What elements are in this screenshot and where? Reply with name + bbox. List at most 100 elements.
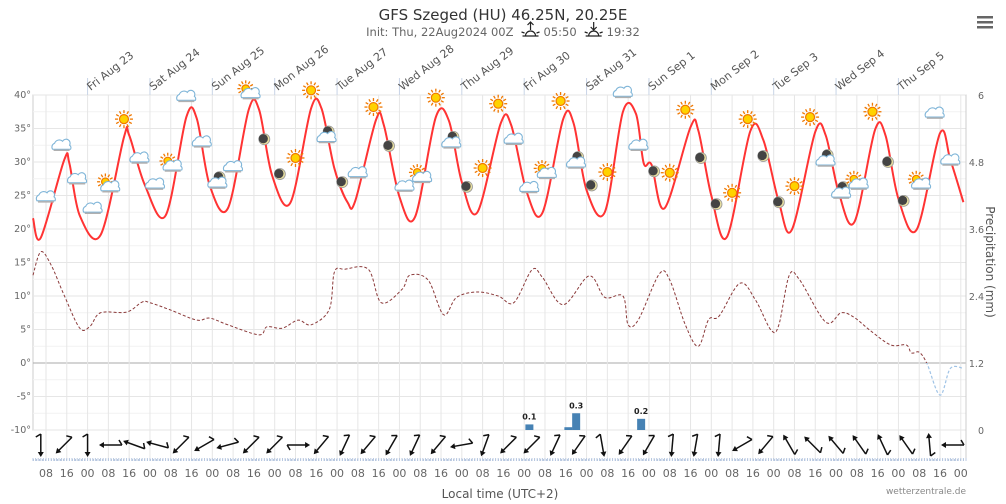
day-label: Sat Aug 31 bbox=[583, 46, 639, 94]
cloud-shape bbox=[66, 172, 88, 184]
wind-barb-icon bbox=[385, 434, 398, 456]
sun-ray bbox=[249, 83, 254, 87]
sun-ray bbox=[169, 153, 173, 157]
barb-shaft bbox=[878, 436, 889, 456]
sun-ray bbox=[796, 190, 800, 195]
sun-ray bbox=[609, 176, 613, 181]
sun-ray bbox=[677, 104, 681, 108]
barb-arrowhead bbox=[877, 434, 883, 440]
wind-barb-icon bbox=[216, 437, 240, 450]
x-axis-title: Local time (UTC+2) bbox=[442, 487, 559, 500]
cloud-shape bbox=[207, 176, 228, 188]
sun-ray bbox=[739, 121, 743, 125]
wind-barb-icon bbox=[549, 434, 561, 456]
sun-icon bbox=[723, 183, 742, 202]
sun-ray bbox=[493, 108, 496, 112]
barb-shaft bbox=[759, 436, 774, 453]
barb-feather bbox=[369, 434, 376, 438]
x-tick-label: 08 bbox=[39, 467, 53, 480]
barb-arrowhead bbox=[783, 434, 789, 441]
x-tick-label: 00 bbox=[580, 467, 594, 480]
x-tick-label: 08 bbox=[850, 467, 864, 480]
sun-ray bbox=[908, 174, 912, 178]
y-right-tick-label: 2.4 bbox=[969, 292, 984, 303]
sun-ray bbox=[552, 95, 556, 99]
sun-ray bbox=[378, 101, 382, 105]
cloud-icon bbox=[394, 179, 415, 192]
barb-shaft bbox=[244, 436, 260, 452]
cloud-icon bbox=[82, 201, 103, 214]
barb-shaft bbox=[481, 434, 490, 454]
sun-ray bbox=[240, 81, 244, 85]
barb-arrowhead bbox=[385, 449, 391, 456]
barb-feather bbox=[208, 436, 215, 441]
sun-ray bbox=[555, 105, 559, 110]
cloud-icon bbox=[924, 106, 945, 119]
sun-ray bbox=[500, 108, 504, 112]
wind-barb-icon bbox=[500, 435, 517, 454]
sun-ray bbox=[727, 184, 730, 188]
cloud-icon bbox=[35, 190, 56, 203]
y-tick-label: 40° bbox=[14, 90, 31, 101]
barb-arrowhead bbox=[55, 447, 62, 454]
barb-feather bbox=[714, 433, 721, 438]
wind-barb-icon bbox=[667, 433, 675, 457]
sun-ray bbox=[661, 167, 665, 171]
cloud-shape bbox=[815, 154, 836, 166]
sun-ray bbox=[378, 109, 382, 113]
sun-ray bbox=[297, 162, 301, 167]
init-time: Init: Thu, 22Aug2024 00Z bbox=[366, 25, 513, 39]
sun-disc bbox=[804, 112, 816, 123]
cloud-shape bbox=[35, 190, 56, 202]
sun-ray bbox=[290, 149, 294, 154]
credit-link[interactable]: wetterzentrale.de bbox=[886, 487, 967, 497]
wind-barb-icon bbox=[642, 434, 656, 456]
cloud-shape bbox=[911, 177, 932, 189]
wind-barb-icon bbox=[618, 434, 633, 455]
wind-barb-icon bbox=[430, 434, 447, 455]
sun-cloud-icon bbox=[159, 152, 183, 172]
sun-ray bbox=[846, 174, 850, 178]
sun-ray bbox=[739, 114, 743, 117]
barb-feather bbox=[413, 434, 420, 437]
precip-label: 0.1 bbox=[522, 412, 537, 421]
sun-ray bbox=[544, 160, 547, 165]
barb-arrowhead bbox=[758, 448, 764, 455]
wind-barb-icon bbox=[571, 434, 586, 455]
x-tick-label: 00 bbox=[392, 467, 406, 480]
sun-icon bbox=[785, 177, 804, 196]
wind-barb-icon bbox=[242, 435, 260, 454]
y-right-tick-label: 1.2 bbox=[969, 359, 984, 370]
barb-shaft bbox=[432, 436, 447, 453]
sun-ray bbox=[412, 164, 416, 169]
day-label: Thu Sep 5 bbox=[894, 49, 946, 94]
sun-disc bbox=[477, 162, 488, 174]
cloud-shape bbox=[51, 138, 72, 150]
barb-shaft bbox=[928, 435, 932, 457]
y-right-tick-label: 3.6 bbox=[969, 225, 984, 236]
sun-ray bbox=[503, 106, 507, 109]
barb-arrowhead bbox=[804, 436, 810, 443]
barb-shaft bbox=[572, 435, 586, 453]
x-tick-label: 00 bbox=[330, 467, 344, 480]
day-label: Sun Sep 1 bbox=[646, 49, 698, 94]
moon-icon bbox=[585, 179, 598, 192]
cloud-icon bbox=[519, 180, 540, 194]
barb-feather bbox=[66, 435, 73, 438]
wind-barb-icon bbox=[877, 434, 892, 456]
wind-barb-icon bbox=[926, 433, 936, 457]
x-tick-label: 16 bbox=[496, 467, 510, 480]
hamburger-menu-icon[interactable] bbox=[976, 14, 994, 30]
sun-cloud-icon bbox=[97, 173, 121, 193]
x-tick-label: 16 bbox=[559, 467, 573, 480]
barb-feather bbox=[183, 435, 190, 438]
barb-feather bbox=[286, 444, 291, 451]
moon-cloud-icon bbox=[316, 125, 337, 144]
sun-ray bbox=[118, 111, 122, 115]
barb-feather bbox=[166, 442, 170, 449]
moon-disc bbox=[710, 199, 721, 209]
sun-ray bbox=[115, 121, 120, 125]
sun-ray bbox=[409, 174, 413, 178]
cloud-icon bbox=[176, 89, 197, 103]
sun-ray bbox=[306, 95, 309, 99]
